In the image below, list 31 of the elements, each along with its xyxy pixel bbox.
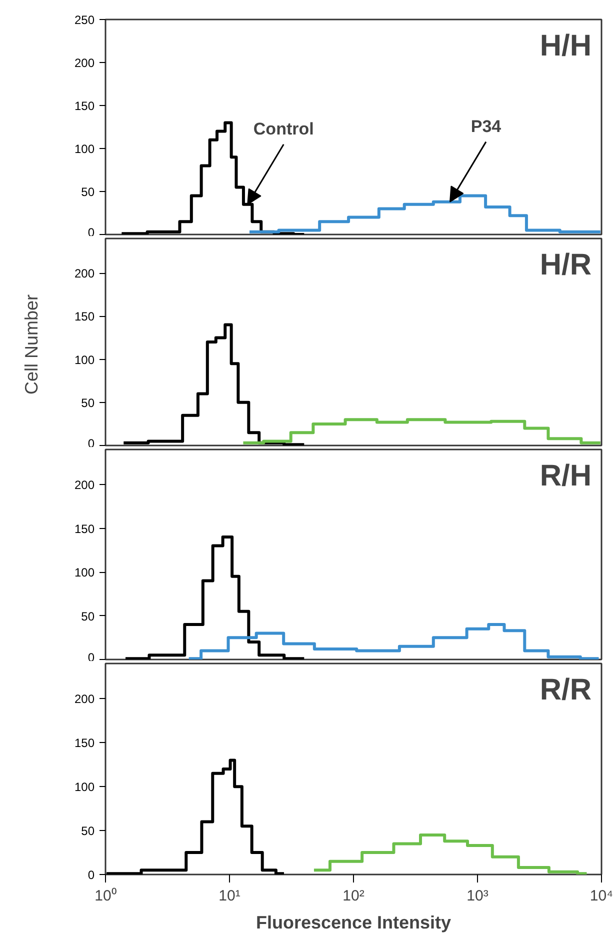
chart-title: H/R <box>540 248 592 282</box>
y-tick-label: 100 <box>74 142 95 156</box>
y-tick-label: 150 <box>74 99 95 113</box>
x-tick-label: 10⁰ <box>94 888 116 904</box>
y-tick-label: 150 <box>74 310 95 324</box>
x-tick-label: 10³ <box>466 888 488 904</box>
y-tick-label: 200 <box>74 692 95 706</box>
y-tick-label: 50 <box>81 824 95 838</box>
x-axis-title: Fluorescence Intensity <box>256 912 452 932</box>
x-tick-label: 10⁴ <box>590 888 613 904</box>
chart-title: R/R <box>540 674 592 706</box>
x-tick-label: 10² <box>342 888 364 904</box>
annotation: Control <box>253 119 314 138</box>
y-tick-label: 200 <box>74 56 95 70</box>
x-tick-label: 10¹ <box>218 888 240 904</box>
y-tick-label: 250 <box>74 13 95 27</box>
chart-title: R/H <box>540 460 592 492</box>
y-tick-label: 150 <box>74 522 95 536</box>
chart-title: H/H <box>540 30 592 62</box>
y-tick-label: 100 <box>74 780 95 794</box>
y-tick-label: 100 <box>74 566 95 580</box>
y-tick-label: 0 <box>88 868 95 882</box>
y-tick-label: 100 <box>74 352 95 367</box>
y-axis-title: Cell Number <box>21 294 42 395</box>
y-tick-label: 50 <box>81 185 95 199</box>
y-tick-label: 50 <box>81 609 95 624</box>
y-tick-label: 50 <box>81 396 95 410</box>
annotation: P34 <box>470 116 502 136</box>
y-tick-label: 150 <box>74 736 95 750</box>
y-tick-label: 200 <box>74 478 95 492</box>
y-tick-label: 200 <box>74 266 95 280</box>
